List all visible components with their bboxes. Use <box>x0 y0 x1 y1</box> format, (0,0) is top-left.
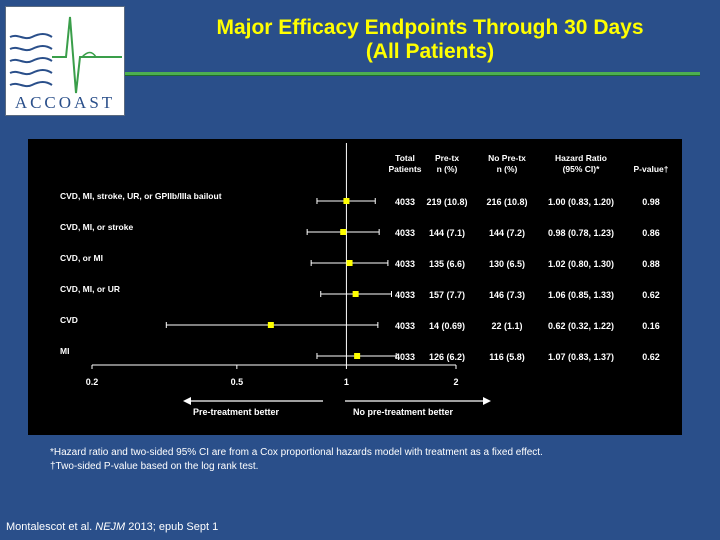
footnote-hazard: *Hazard ratio and two-sided 95% CI are f… <box>50 447 543 458</box>
header-hr-1: Hazard Ratio <box>555 153 607 163</box>
cell-p-value: 0.16 <box>642 321 660 331</box>
cell-no-pre-tx: 116 (5.8) <box>489 352 525 362</box>
right-direction: No pre-treatment better <box>345 397 491 417</box>
x-tick-label: 2 <box>453 377 458 387</box>
hazard-ratio-point <box>340 229 347 235</box>
header-nopretx-1: No Pre-tx <box>488 153 526 163</box>
row-label: CVD, MI, or stroke <box>60 222 133 232</box>
forest-row: CVD, MI, or UR 4033 157 (7.7) 146 (7.3) 1.06… <box>60 284 660 300</box>
title-divider <box>125 72 700 75</box>
header-pretx-1: Pre-tx <box>435 153 459 163</box>
header-pretx-2: n (%) <box>437 164 458 174</box>
cell-hazard-ratio: 0.98 (0.78, 1.23) <box>548 228 614 238</box>
cell-p-value: 0.98 <box>642 197 660 207</box>
forest-row: CVD, MI, stroke, UR, or GPIIb/IIIa bailo… <box>60 191 660 207</box>
cell-hazard-ratio: 1.02 (0.80, 1.30) <box>548 259 614 269</box>
logo-text: ACCOAST <box>14 93 116 112</box>
cell-total: 4033 <box>395 352 415 362</box>
row-label: MI <box>60 346 69 356</box>
left-arrow-icon <box>183 397 191 405</box>
row-label: CVD, or MI <box>60 253 103 263</box>
cell-pre-tx: 157 (7.7) <box>429 290 465 300</box>
cell-total: 4033 <box>395 259 415 269</box>
citation: Montalescot et al. NEJM 2013; epub Sept … <box>6 521 218 533</box>
forest-plot-panel: Total Patients Pre-tx n (%) No Pre-tx n … <box>28 139 682 435</box>
citation-rest: 2013; epub Sept 1 <box>125 521 219 533</box>
slide-title: Major Efficacy Endpoints Through 30 Days… <box>140 16 720 64</box>
citation-journal: NEJM <box>95 521 126 533</box>
hazard-ratio-point <box>352 291 359 297</box>
cell-total: 4033 <box>395 228 415 238</box>
cell-no-pre-tx: 216 (10.8) <box>486 197 527 207</box>
slide-title-line2: (All Patients) <box>365 40 495 63</box>
row-label: CVD <box>60 315 78 325</box>
cell-no-pre-tx: 22 (1.1) <box>491 321 522 331</box>
cell-p-value: 0.88 <box>642 259 660 269</box>
header-total-1: Total <box>395 153 415 163</box>
cell-hazard-ratio: 1.07 (0.83, 1.37) <box>548 352 614 362</box>
ecg-wave-icon <box>9 16 122 94</box>
forest-row: MI 4033 126 (6.2) 116 (5.8) 1.07 (0.83, 1.37… <box>60 346 660 362</box>
cell-p-value: 0.86 <box>642 228 660 238</box>
cell-total: 4033 <box>395 321 415 331</box>
cell-no-pre-tx: 146 (7.3) <box>489 290 525 300</box>
cell-pre-tx: 135 (6.6) <box>429 259 465 269</box>
hazard-ratio-point <box>267 322 274 328</box>
hazard-ratio-point <box>354 353 361 359</box>
cell-total: 4033 <box>395 290 415 300</box>
header-total-2: Patients <box>388 164 421 174</box>
header-pvalue: P-value† <box>634 164 669 174</box>
forest-row: CVD 4033 14 (0.69) 22 (1.1) 0.62 (0.32, 1.22… <box>60 315 660 331</box>
slide-title-line1: Major Efficacy Endpoints Through 30 Days <box>216 16 644 39</box>
left-direction-label: Pre-treatment better <box>193 407 280 417</box>
header-nopretx-2: n (%) <box>497 164 518 174</box>
cell-no-pre-tx: 130 (6.5) <box>489 259 525 269</box>
forest-plot: Total Patients Pre-tx n (%) No Pre-tx n … <box>60 143 669 417</box>
x-tick-label: 1 <box>344 377 349 387</box>
x-axis-ticks: 0.2 0.5 1 2 <box>86 365 459 387</box>
cell-hazard-ratio: 0.62 (0.32, 1.22) <box>548 321 614 331</box>
cell-total: 4033 <box>395 197 415 207</box>
row-label: CVD, MI, or UR <box>60 284 120 294</box>
cell-hazard-ratio: 1.06 (0.85, 1.33) <box>548 290 614 300</box>
x-tick-label: 0.2 <box>86 377 99 387</box>
right-arrow-icon <box>483 397 491 405</box>
footnotes: *Hazard ratio and two-sided 95% CI are f… <box>50 446 690 474</box>
cell-hazard-ratio: 1.00 (0.83, 1.20) <box>548 197 614 207</box>
row-label: CVD, MI, stroke, UR, or GPIIb/IIIa bailo… <box>60 191 222 201</box>
citation-authors: Montalescot et al. <box>6 521 96 533</box>
header-hr-2: (95% CI)* <box>563 164 601 174</box>
hazard-ratio-point <box>346 260 353 266</box>
footnote-pvalue: †Two-sided P-value based on the log rank… <box>50 461 259 472</box>
hazard-ratio-point <box>343 198 350 204</box>
forest-row: CVD, or MI 4033 135 (6.6) 130 (6.5) 1.02 (0.… <box>60 253 660 269</box>
cell-pre-tx: 219 (10.8) <box>426 197 467 207</box>
cell-pre-tx: 126 (6.2) <box>429 352 465 362</box>
cell-pre-tx: 14 (0.69) <box>429 321 465 331</box>
accoast-logo: ACCOAST <box>5 6 125 116</box>
forest-row: CVD, MI, or stroke 4033 144 (7.1) 144 (7.2)… <box>60 222 660 238</box>
cell-pre-tx: 144 (7.1) <box>429 228 465 238</box>
right-direction-label: No pre-treatment better <box>353 407 454 417</box>
cell-no-pre-tx: 144 (7.2) <box>489 228 525 238</box>
x-tick-label: 0.5 <box>231 377 244 387</box>
forest-rows: CVD, MI, stroke, UR, or GPIIb/IIIa bailo… <box>60 191 660 362</box>
left-direction: Pre-treatment better <box>183 397 323 417</box>
cell-p-value: 0.62 <box>642 290 660 300</box>
cell-p-value: 0.62 <box>642 352 660 362</box>
